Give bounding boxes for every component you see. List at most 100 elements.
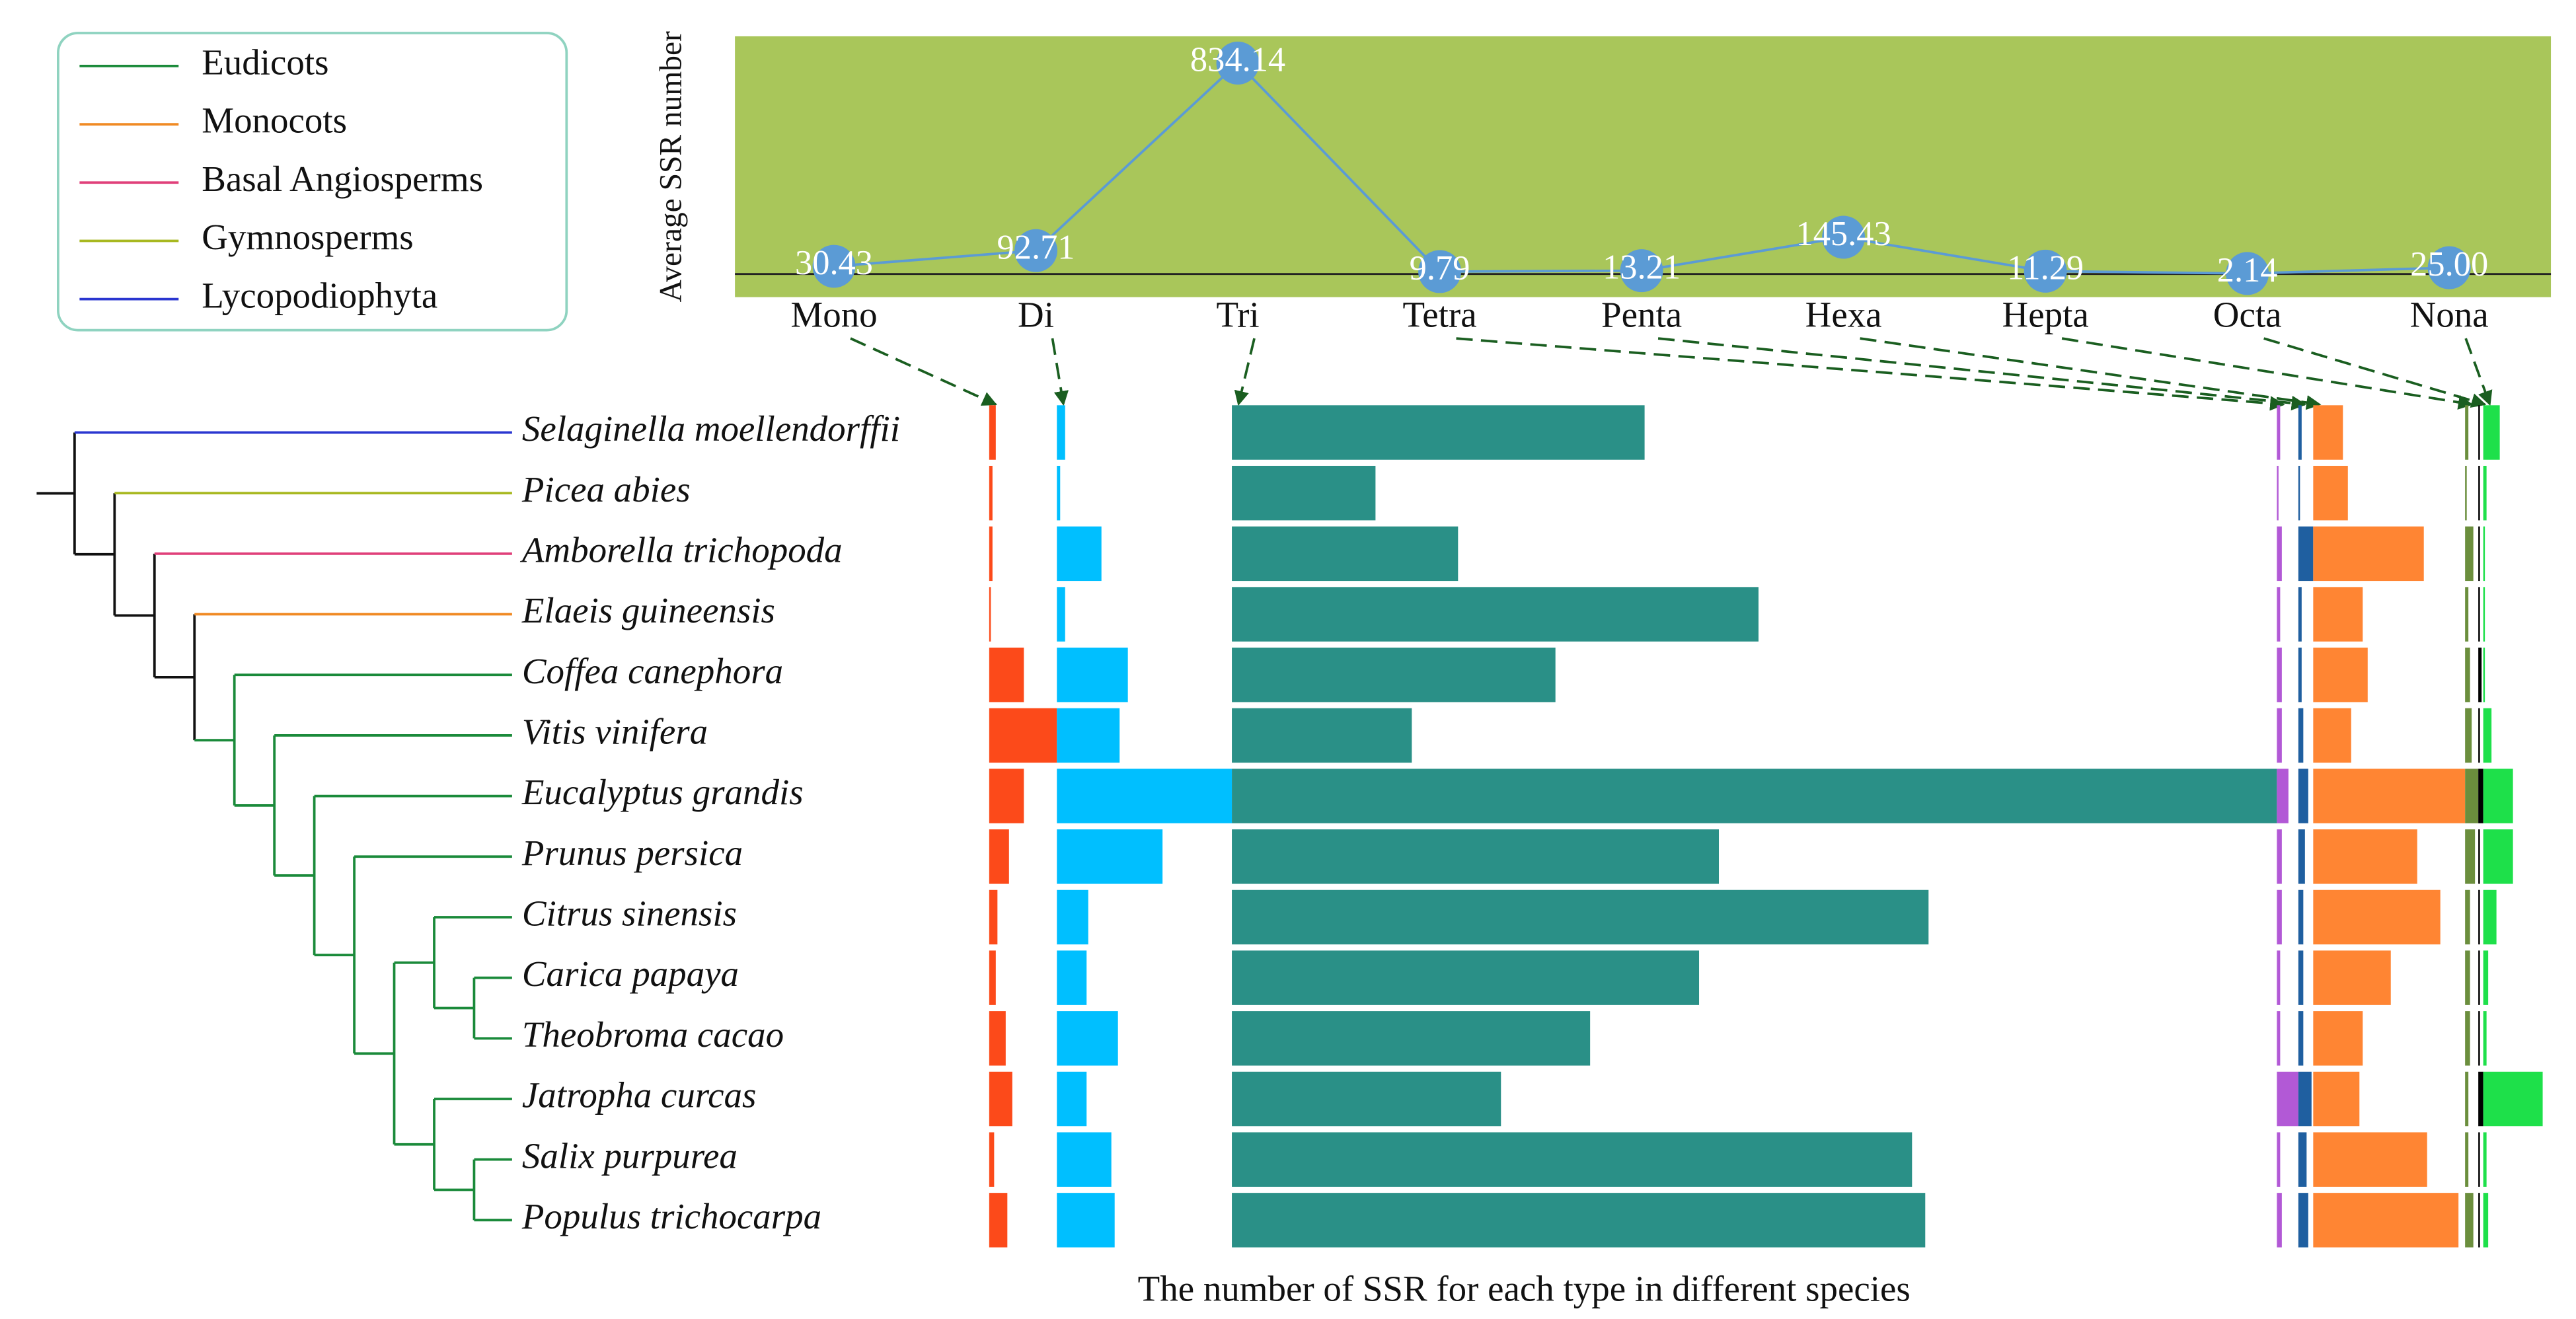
bar: [2298, 769, 2308, 823]
bar: [2483, 648, 2485, 702]
bar: [2478, 769, 2483, 823]
bar: [1057, 1132, 1112, 1187]
bar: [2277, 526, 2282, 582]
arrow: [1051, 338, 1069, 406]
bar: [1232, 708, 1412, 763]
category-label: Hexa: [1805, 295, 1882, 335]
species-label: Theobroma cacao: [522, 1014, 784, 1055]
point: [1822, 215, 1866, 259]
bar: [2313, 1071, 2360, 1127]
legend-label: Basal Angiosperms: [202, 159, 483, 199]
bar: [2277, 950, 2281, 1005]
point: [1216, 41, 1260, 85]
bar: [2298, 1071, 2312, 1127]
bar: [2313, 950, 2391, 1005]
bar: [2483, 526, 2485, 582]
bar: [2465, 950, 2470, 1005]
bar: [2277, 1071, 2298, 1127]
bar: [1232, 648, 1556, 702]
bar: [1232, 587, 1759, 642]
bar: [1057, 526, 1102, 582]
bar: [2483, 1071, 2543, 1127]
category-label: Penta: [1601, 295, 1682, 335]
bar: [1057, 648, 1128, 702]
bar: [2298, 889, 2304, 945]
bar: [2313, 1011, 2363, 1066]
value-label: 25.00: [2410, 245, 2488, 283]
bar: [1232, 950, 1700, 1005]
bar: [989, 648, 1024, 702]
arrow: [850, 337, 997, 406]
arrow: [1657, 337, 2307, 411]
bar: [1232, 1071, 1501, 1127]
species-label: Salix purpurea: [522, 1135, 738, 1176]
arrow: [1456, 337, 2285, 411]
bar: [2465, 526, 2474, 582]
legend-box: [57, 32, 568, 332]
arrow: [2263, 337, 2487, 408]
bar: [989, 1011, 1006, 1066]
bar: [989, 465, 993, 521]
bar: [1057, 950, 1087, 1005]
point: [2427, 246, 2471, 289]
arrow: [1860, 337, 2322, 410]
bar: [1057, 405, 1065, 460]
legend-label: Lycopodiophyta: [202, 275, 437, 315]
bar: [2465, 708, 2472, 763]
bar: [1232, 526, 1458, 582]
category-label: Hepta: [2002, 295, 2089, 335]
bar: [2277, 1011, 2281, 1066]
value-label: 92.71: [997, 228, 1075, 266]
point: [2226, 252, 2269, 295]
bar: [2465, 769, 2479, 823]
bar: [2277, 405, 2281, 460]
bar: [2478, 1071, 2483, 1127]
bar: [2483, 708, 2492, 763]
point: [1620, 249, 1663, 293]
species-label: Amborella trichopoda: [520, 529, 843, 570]
bar: [2465, 405, 2469, 460]
bar: [2478, 829, 2480, 884]
bar: [2298, 1193, 2308, 1248]
bar: [2277, 587, 2281, 642]
bar: [2298, 587, 2302, 642]
bar: [2277, 465, 2279, 521]
value-label: 11.29: [2007, 248, 2084, 287]
bar: [2313, 769, 2466, 823]
bar: [1057, 465, 1061, 521]
arrow: [1234, 338, 1256, 406]
species-label: Populus trichocarpa: [521, 1196, 821, 1236]
bar: [2313, 405, 2343, 460]
value-label: 145.43: [1796, 215, 1891, 253]
bar: [989, 769, 1024, 823]
bar: [2465, 587, 2469, 642]
bar: [2483, 1011, 2487, 1066]
bar: [2478, 405, 2480, 460]
bar: [2313, 1193, 2459, 1248]
bar: [2277, 829, 2282, 884]
value-label: 834.14: [1190, 41, 1285, 79]
bar: [989, 1132, 995, 1187]
species-label: Picea abies: [521, 469, 691, 509]
bar: [2298, 648, 2302, 702]
species-label: Coffea canephora: [522, 651, 783, 691]
y-axis-title: Average SSR number: [654, 31, 689, 303]
bar: [2465, 1071, 2469, 1127]
legend-label: Gymnosperms: [202, 217, 413, 257]
species-label: Vitis vinifera: [522, 712, 708, 752]
bar: [2478, 465, 2480, 521]
bar: [2478, 950, 2480, 1005]
point: [2024, 249, 2067, 293]
bar: [2298, 405, 2302, 460]
bar: [2277, 769, 2289, 823]
bar: [2277, 648, 2282, 702]
value-label: 13.21: [1603, 248, 1681, 287]
bar: [1057, 1011, 1118, 1066]
bar: [2483, 769, 2513, 823]
arrow: [2061, 337, 2474, 410]
bar: [2483, 889, 2497, 945]
category-label: Mono: [790, 295, 877, 335]
legend-label: Monocots: [202, 100, 347, 141]
bar: [2483, 829, 2513, 884]
bar: [1057, 889, 1088, 945]
